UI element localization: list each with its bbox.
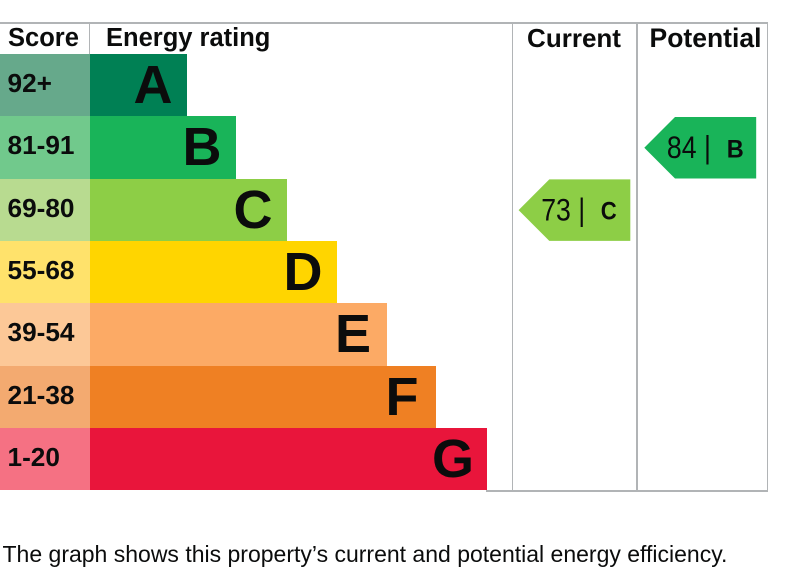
svg-text:B: B — [727, 135, 744, 163]
svg-text:73 |: 73 | — [541, 191, 585, 227]
svg-text:C: C — [601, 198, 617, 226]
svg-text:84 |: 84 | — [667, 129, 711, 165]
